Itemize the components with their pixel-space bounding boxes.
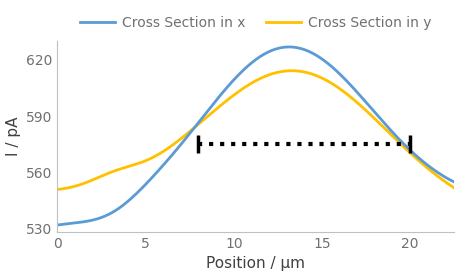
- Cross Section in y: [320, 77, 326, 80]
- Cross Section in y: [55, 188, 60, 191]
- Cross Section in y: [354, 101, 360, 104]
- Y-axis label: I / pA: I / pA: [6, 117, 20, 157]
- Cross Section in y: [234, 91, 240, 94]
- Legend: Cross Section in x, Cross Section in y: Cross Section in x, Cross Section in y: [75, 10, 437, 35]
- Cross Section in y: [157, 152, 162, 155]
- Cross Section in x: [234, 75, 240, 78]
- Cross Section in x: [451, 180, 457, 184]
- Cross Section in y: [289, 69, 295, 72]
- Cross Section in y: [451, 186, 457, 190]
- Cross Section in x: [55, 223, 60, 227]
- Cross Section in x: [157, 168, 162, 171]
- Line: Cross Section in y: Cross Section in y: [57, 71, 454, 189]
- Cross Section in y: [289, 69, 294, 72]
- Line: Cross Section in x: Cross Section in x: [57, 47, 454, 225]
- X-axis label: Position / μm: Position / μm: [207, 257, 305, 271]
- Cross Section in x: [354, 90, 360, 94]
- Cross Section in x: [125, 200, 130, 203]
- Cross Section in x: [286, 45, 292, 48]
- Cross Section in x: [320, 58, 326, 61]
- Cross Section in y: [125, 165, 130, 168]
- Cross Section in x: [289, 45, 295, 49]
